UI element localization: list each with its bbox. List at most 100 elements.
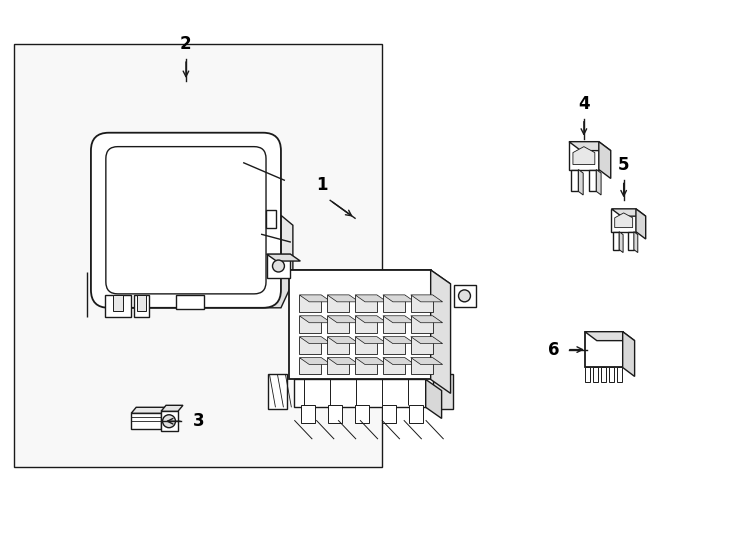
Polygon shape — [586, 368, 590, 382]
Text: 5: 5 — [618, 157, 630, 174]
Polygon shape — [328, 406, 342, 423]
Polygon shape — [411, 336, 432, 354]
Polygon shape — [593, 368, 598, 382]
Polygon shape — [327, 295, 349, 312]
Polygon shape — [585, 332, 635, 341]
Polygon shape — [411, 357, 443, 364]
Polygon shape — [617, 368, 622, 382]
Polygon shape — [573, 147, 595, 165]
Polygon shape — [91, 257, 127, 272]
Polygon shape — [411, 357, 432, 374]
Text: 1: 1 — [316, 177, 328, 194]
Polygon shape — [355, 336, 387, 343]
Polygon shape — [302, 406, 316, 423]
Bar — [14, 44, 382, 467]
Polygon shape — [355, 295, 387, 302]
Polygon shape — [355, 357, 377, 374]
Polygon shape — [131, 413, 161, 429]
Polygon shape — [578, 170, 584, 195]
Text: 3: 3 — [193, 412, 205, 430]
Polygon shape — [614, 232, 619, 249]
Polygon shape — [176, 295, 204, 309]
Polygon shape — [454, 285, 476, 307]
Polygon shape — [327, 295, 359, 302]
Polygon shape — [614, 213, 633, 227]
Polygon shape — [105, 295, 131, 317]
Polygon shape — [383, 336, 415, 343]
Polygon shape — [299, 336, 321, 354]
Circle shape — [162, 415, 175, 428]
Polygon shape — [609, 368, 614, 382]
Polygon shape — [601, 368, 606, 382]
Polygon shape — [411, 295, 432, 312]
Polygon shape — [569, 141, 599, 170]
Polygon shape — [266, 254, 291, 278]
Polygon shape — [299, 316, 331, 323]
Polygon shape — [355, 357, 387, 364]
Polygon shape — [327, 316, 359, 323]
Polygon shape — [636, 209, 646, 239]
Polygon shape — [327, 316, 349, 333]
Polygon shape — [134, 295, 148, 317]
Polygon shape — [289, 270, 451, 284]
Polygon shape — [161, 406, 183, 411]
Polygon shape — [355, 406, 369, 423]
Polygon shape — [383, 316, 415, 323]
Polygon shape — [383, 295, 415, 302]
Text: 4: 4 — [578, 95, 589, 113]
Text: 2: 2 — [180, 35, 192, 53]
Polygon shape — [113, 295, 123, 311]
Polygon shape — [572, 170, 578, 191]
Polygon shape — [599, 141, 611, 179]
Polygon shape — [281, 215, 293, 282]
Polygon shape — [382, 406, 396, 423]
Polygon shape — [596, 170, 601, 195]
Polygon shape — [409, 406, 423, 423]
Polygon shape — [431, 270, 451, 393]
FancyBboxPatch shape — [106, 147, 266, 294]
Polygon shape — [355, 316, 377, 333]
Polygon shape — [411, 295, 443, 302]
Polygon shape — [411, 336, 443, 343]
Circle shape — [272, 260, 285, 272]
FancyBboxPatch shape — [91, 133, 281, 308]
Polygon shape — [299, 357, 321, 374]
Polygon shape — [611, 209, 646, 216]
Polygon shape — [355, 295, 377, 312]
Polygon shape — [426, 380, 442, 419]
Polygon shape — [131, 407, 166, 413]
Polygon shape — [327, 357, 349, 374]
Polygon shape — [622, 332, 635, 376]
Polygon shape — [327, 336, 359, 343]
Polygon shape — [299, 295, 321, 312]
Polygon shape — [383, 316, 405, 333]
Polygon shape — [383, 357, 405, 374]
Text: 6: 6 — [548, 341, 559, 359]
Polygon shape — [569, 141, 611, 151]
Polygon shape — [266, 210, 276, 228]
Polygon shape — [611, 209, 636, 232]
Polygon shape — [383, 357, 415, 364]
Polygon shape — [619, 232, 623, 253]
Polygon shape — [355, 336, 377, 354]
Polygon shape — [299, 316, 321, 333]
Circle shape — [459, 290, 470, 302]
Polygon shape — [589, 170, 596, 191]
Polygon shape — [634, 232, 638, 253]
Polygon shape — [299, 336, 331, 343]
Polygon shape — [411, 316, 432, 333]
Polygon shape — [327, 336, 349, 354]
Polygon shape — [267, 374, 288, 409]
Polygon shape — [294, 380, 426, 407]
Polygon shape — [432, 374, 453, 409]
Polygon shape — [161, 411, 178, 431]
Polygon shape — [289, 270, 431, 380]
Polygon shape — [299, 357, 331, 364]
Polygon shape — [327, 357, 359, 364]
Polygon shape — [383, 336, 405, 354]
Polygon shape — [266, 254, 300, 261]
Polygon shape — [137, 295, 145, 311]
Polygon shape — [411, 316, 443, 323]
Polygon shape — [383, 295, 405, 312]
Polygon shape — [585, 332, 622, 368]
